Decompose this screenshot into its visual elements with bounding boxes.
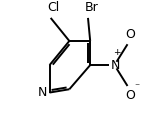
Text: O: O (125, 89, 135, 102)
Text: N: N (38, 86, 47, 99)
Text: Cl: Cl (47, 0, 60, 14)
Text: O: O (125, 28, 135, 41)
Text: Br: Br (85, 0, 99, 14)
Text: +: + (113, 48, 120, 57)
Text: ⁻: ⁻ (134, 82, 139, 92)
Text: N: N (111, 59, 120, 72)
